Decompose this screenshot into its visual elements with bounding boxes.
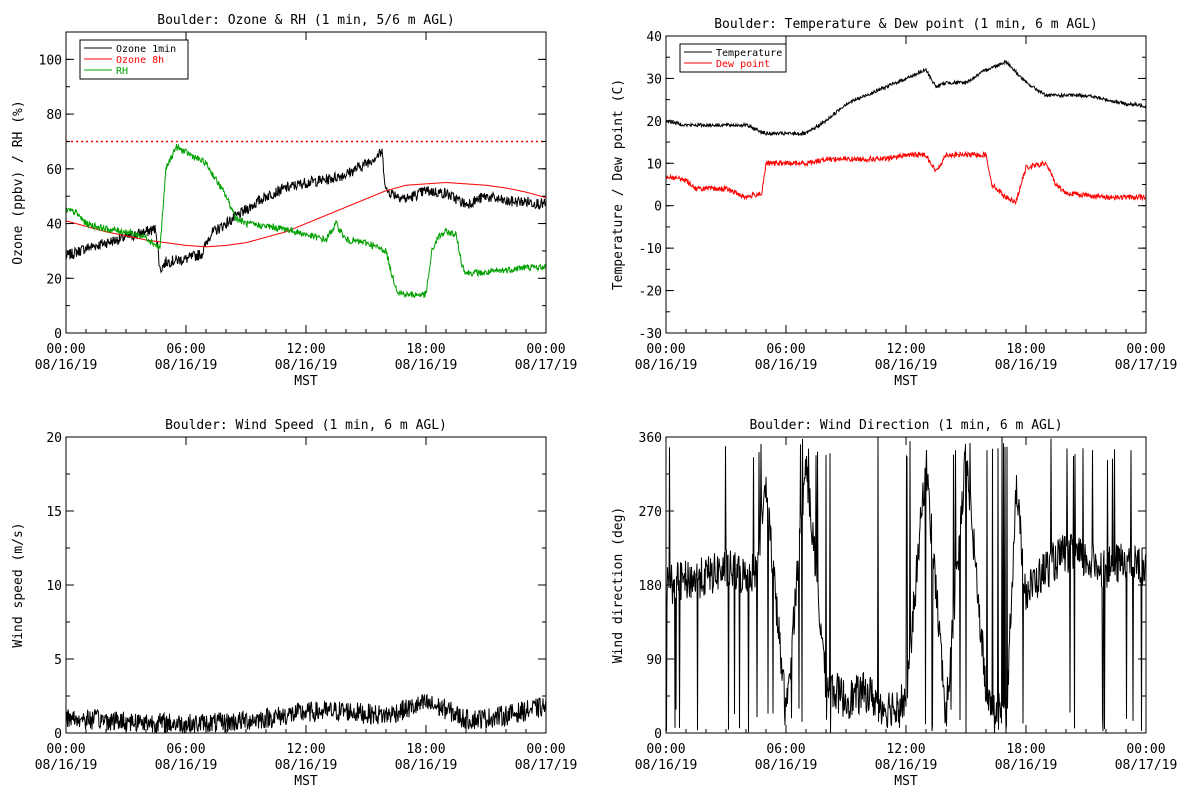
x-tick-date: 08/16/19 <box>995 358 1058 373</box>
y-tick-label: 20 <box>46 272 62 287</box>
series-line-2 <box>66 143 546 299</box>
y-tick-label: 0 <box>654 727 662 742</box>
x-axis-label: MST <box>294 774 318 789</box>
x-tick-time: 12:00 <box>286 742 325 757</box>
x-tick-time: 18:00 <box>1006 342 1045 357</box>
x-axis-label: MST <box>294 374 318 389</box>
series-line-1 <box>66 182 546 248</box>
chart-wind_speed: Boulder: Wind Speed (1 min, 6 m AGL) 0 5 10… <box>11 418 577 789</box>
x-tick-date: 08/16/19 <box>275 758 338 773</box>
y-tick-label: 20 <box>646 115 662 130</box>
x-tick-date: 08/16/19 <box>755 758 818 773</box>
series-line-1 <box>666 150 1146 206</box>
series-line-0 <box>666 59 1146 137</box>
y-tick-label: 10 <box>46 579 62 594</box>
x-tick-date: 08/17/19 <box>515 358 578 373</box>
y-tick-label: 360 <box>639 431 662 446</box>
x-tick-date: 08/17/19 <box>1115 358 1178 373</box>
y-tick-label: 40 <box>646 30 662 45</box>
chart-wind_dir: Boulder: Wind Direction (1 min, 6 m AGL)… <box>611 418 1177 789</box>
y-tick-label: 60 <box>46 163 62 178</box>
x-tick-date: 08/16/19 <box>35 758 98 773</box>
x-tick-date: 08/16/19 <box>395 358 458 373</box>
legend-box <box>679 43 787 73</box>
legend-label: Dew point <box>716 59 770 70</box>
x-tick-date: 08/16/19 <box>635 358 698 373</box>
chart-temp_dew: Boulder: Temperature & Dew point (1 min,… <box>611 17 1177 389</box>
y-tick-label: -10 <box>639 242 662 257</box>
y-tick-label: 0 <box>654 200 662 215</box>
x-tick-time: 06:00 <box>766 742 805 757</box>
x-tick-date: 08/16/19 <box>635 758 698 773</box>
series-line-0 <box>66 148 546 274</box>
x-tick-time: 00:00 <box>1126 342 1165 357</box>
x-tick-date: 08/17/19 <box>1115 758 1178 773</box>
x-tick-date: 08/16/19 <box>755 358 818 373</box>
y-tick-label: -20 <box>639 285 662 300</box>
y-tick-label: 15 <box>46 505 62 520</box>
x-tick-time: 06:00 <box>766 342 805 357</box>
x-tick-date: 08/16/19 <box>155 758 218 773</box>
plot-frame <box>665 35 1147 334</box>
chart-title: Boulder: Ozone & RH (1 min, 5/6 m AGL) <box>157 13 454 28</box>
x-tick-date: 08/16/19 <box>35 358 98 373</box>
x-tick-date: 08/16/19 <box>395 758 458 773</box>
x-tick-time: 00:00 <box>1126 742 1165 757</box>
y-axis-label: Ozone (ppbv) / RH (%) <box>11 100 26 264</box>
x-tick-time: 00:00 <box>646 742 685 757</box>
x-tick-time: 00:00 <box>526 742 565 757</box>
y-axis-label: Wind direction (deg) <box>611 507 626 664</box>
x-tick-date: 08/16/19 <box>875 358 938 373</box>
legend-label: Ozone 1min <box>116 44 176 55</box>
x-tick-time: 00:00 <box>646 342 685 357</box>
x-tick-date: 08/16/19 <box>995 758 1058 773</box>
x-axis-label: MST <box>894 374 918 389</box>
plot-frame <box>65 436 547 734</box>
y-tick-label: 40 <box>46 218 62 233</box>
x-tick-time: 00:00 <box>46 742 85 757</box>
x-tick-time: 06:00 <box>166 342 205 357</box>
legend-label: RH <box>116 66 128 77</box>
y-tick-label: 80 <box>46 108 62 123</box>
y-tick-label: 0 <box>54 327 62 342</box>
x-tick-time: 06:00 <box>166 742 205 757</box>
y-tick-label: 5 <box>54 653 62 668</box>
x-tick-date: 08/16/19 <box>275 358 338 373</box>
x-tick-date: 08/16/19 <box>875 758 938 773</box>
y-tick-label: 270 <box>639 505 662 520</box>
chart-title: Boulder: Wind Direction (1 min, 6 m AGL) <box>749 418 1062 433</box>
y-tick-label: 10 <box>646 157 662 172</box>
x-tick-time: 00:00 <box>46 342 85 357</box>
x-tick-time: 18:00 <box>1006 742 1045 757</box>
series-line-0 <box>666 437 1146 733</box>
chart-title: Boulder: Wind Speed (1 min, 6 m AGL) <box>165 418 447 433</box>
y-tick-label: 0 <box>54 727 62 742</box>
chart-ozone_rh: Boulder: Ozone & RH (1 min, 5/6 m AGL) 0 2… <box>11 13 577 389</box>
y-tick-label: 20 <box>46 431 62 446</box>
y-tick-label: 30 <box>646 72 662 87</box>
x-tick-time: 18:00 <box>406 342 445 357</box>
x-tick-date: 08/17/19 <box>515 758 578 773</box>
y-tick-label: 100 <box>39 53 62 68</box>
legend-label: Temperature <box>716 48 782 59</box>
x-tick-time: 12:00 <box>886 742 925 757</box>
y-tick-label: -30 <box>639 327 662 342</box>
x-tick-time: 00:00 <box>526 342 565 357</box>
x-axis-label: MST <box>894 774 918 789</box>
x-tick-date: 08/16/19 <box>155 358 218 373</box>
y-axis-label: Wind speed (m/s) <box>11 522 26 647</box>
x-tick-time: 18:00 <box>406 742 445 757</box>
x-tick-time: 12:00 <box>286 342 325 357</box>
y-tick-label: 90 <box>646 653 662 668</box>
y-tick-label: 180 <box>639 579 662 594</box>
legend-label: Ozone 8h <box>116 55 164 66</box>
x-tick-time: 12:00 <box>886 342 925 357</box>
y-axis-label: Temperature / Dew point (C) <box>611 79 626 290</box>
chart-title: Boulder: Temperature & Dew point (1 min,… <box>714 17 1098 32</box>
